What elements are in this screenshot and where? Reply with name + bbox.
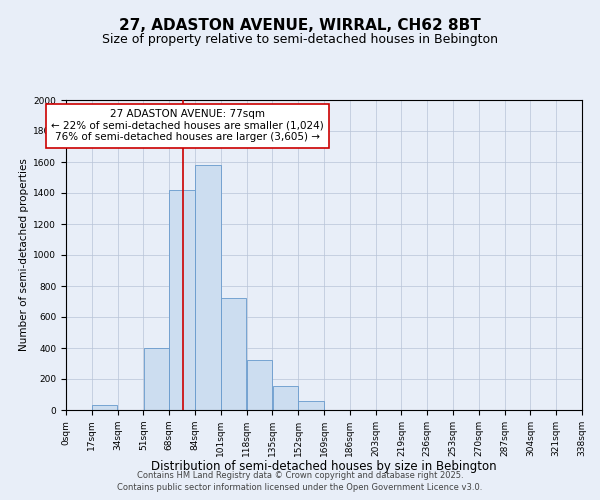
Bar [195,165,221,410]
Bar [92,406,118,410]
Text: 27, ADASTON AVENUE, WIRRAL, CH62 8BT: 27, ADASTON AVENUE, WIRRAL, CH62 8BT [119,18,481,32]
X-axis label: Distribution of semi-detached houses by size in Bebington: Distribution of semi-detached houses by … [151,460,497,473]
Y-axis label: Number of semi-detached properties: Number of semi-detached properties [19,158,29,352]
Bar [221,298,247,410]
Text: Contains HM Land Registry data © Crown copyright and database right 2025.
Contai: Contains HM Land Registry data © Crown c… [118,471,482,492]
Text: 27 ADASTON AVENUE: 77sqm
← 22% of semi-detached houses are smaller (1,024)
76% o: 27 ADASTON AVENUE: 77sqm ← 22% of semi-d… [51,110,324,142]
Bar [169,190,195,410]
Bar [143,348,169,410]
Text: Size of property relative to semi-detached houses in Bebington: Size of property relative to semi-detach… [102,32,498,46]
Bar [298,402,324,410]
Bar [272,386,298,410]
Bar [247,360,272,410]
